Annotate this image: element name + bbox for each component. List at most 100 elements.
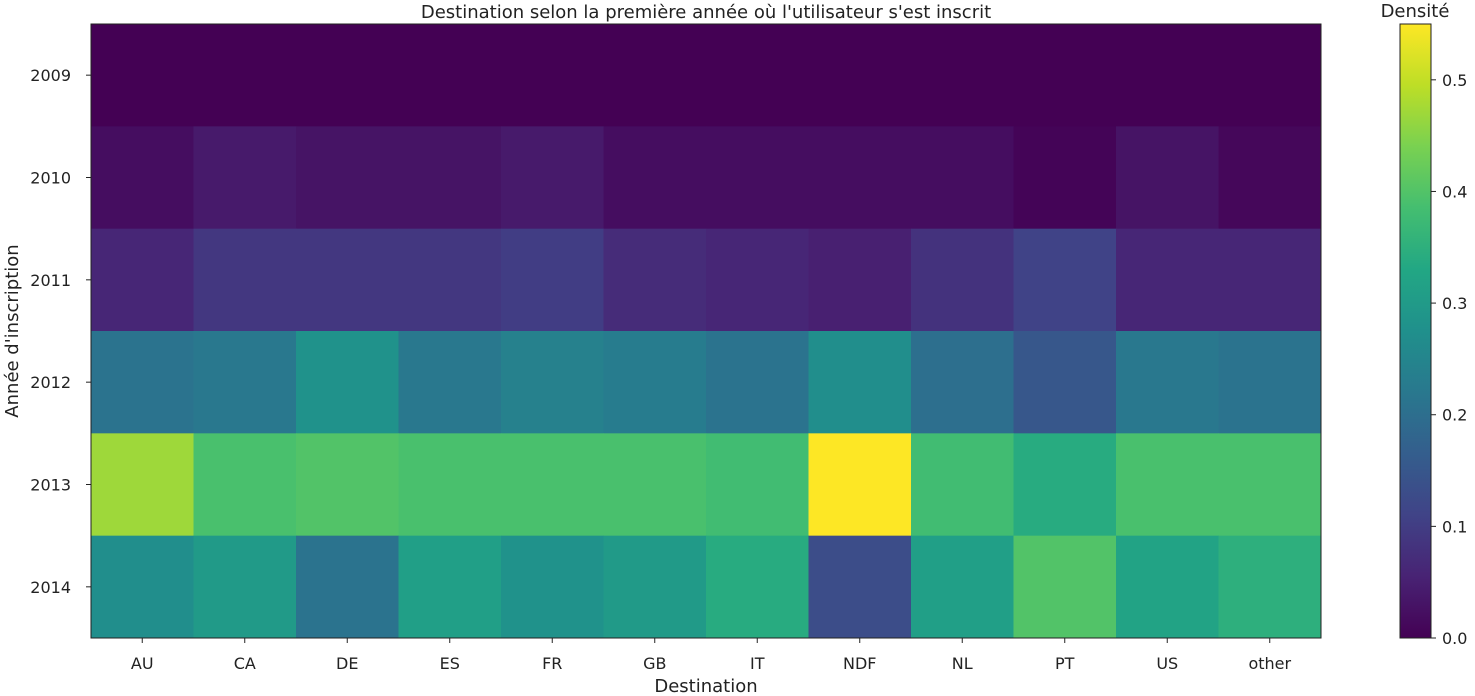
heatmap-cells xyxy=(91,24,1322,639)
heatmap-cell xyxy=(706,24,809,127)
heatmap-cell xyxy=(911,331,1014,434)
heatmap-cell xyxy=(1218,126,1322,230)
heatmap-cell xyxy=(91,331,194,434)
heatmap-cell xyxy=(296,126,399,230)
x-tick-label: US xyxy=(1156,654,1178,673)
heatmap-cell xyxy=(501,126,604,230)
colorbar-tick-label: 0.1 xyxy=(1442,517,1467,536)
heatmap-cell xyxy=(1013,24,1117,127)
heatmap-cell xyxy=(91,228,194,332)
heatmap-cell xyxy=(296,24,399,127)
heatmap-cell xyxy=(1013,126,1117,230)
heatmap-cell xyxy=(911,433,1014,537)
heatmap-cell xyxy=(91,433,194,537)
heatmap-cell xyxy=(808,535,912,639)
plot-frame xyxy=(90,23,1322,639)
heatmap-cell xyxy=(398,433,502,537)
y-tick-label: 2013 xyxy=(30,476,71,495)
heatmap-cell xyxy=(603,228,707,332)
colorbar-label: Densité xyxy=(1381,1,1450,22)
colorbar-tick-label: 0.5 xyxy=(1442,71,1467,90)
x-tick-label: ES xyxy=(440,654,460,673)
x-tick-label: NDF xyxy=(843,654,877,673)
x-tick-label: CA xyxy=(234,654,256,673)
heatmap-cell xyxy=(603,535,707,639)
heatmap-cell xyxy=(1013,228,1117,332)
heatmap-cell xyxy=(706,331,809,434)
x-tick-label: FR xyxy=(542,654,562,673)
heatmap-cell xyxy=(296,535,399,639)
heatmap-cell xyxy=(91,24,194,127)
chart-title: Destination selon la première année où l… xyxy=(421,2,991,23)
heatmap-cell xyxy=(911,228,1014,332)
x-tick-label: NL xyxy=(952,654,973,673)
heatmap-cell xyxy=(501,535,604,639)
heatmap-cell xyxy=(1116,24,1219,127)
x-tick-label: AU xyxy=(131,654,154,673)
heatmap-cell xyxy=(1218,433,1322,537)
heatmap-cell xyxy=(706,535,809,639)
colorbar-tick-label: 0.3 xyxy=(1442,294,1467,313)
colorbar-tick-label: 0.4 xyxy=(1442,182,1467,201)
x-tick-label: other xyxy=(1248,654,1291,673)
heatmap-cell xyxy=(193,126,297,230)
y-tick-label: 2011 xyxy=(30,271,71,290)
heatmap-cell xyxy=(1116,228,1219,332)
heatmap-cell xyxy=(808,433,912,537)
heatmap-cell xyxy=(1013,535,1117,639)
y-axis-ticks: 2009 2010 2011 2012 2013 2014 xyxy=(30,66,91,597)
heatmap-cell xyxy=(706,126,809,230)
heatmap-cell xyxy=(501,331,604,434)
heatmap-cell xyxy=(911,24,1014,127)
heatmap-cell xyxy=(911,126,1014,230)
heatmap-cell xyxy=(1116,331,1219,434)
heatmap-cell xyxy=(398,535,502,639)
heatmap-cell xyxy=(1013,433,1117,537)
colorbar-tick-label: 0.2 xyxy=(1442,406,1467,425)
heatmap-cell xyxy=(193,331,297,434)
heatmap-cell xyxy=(808,126,912,230)
x-tick-label: DE xyxy=(336,654,358,673)
heatmap-cell xyxy=(808,331,912,434)
heatmap-cell xyxy=(296,228,399,332)
x-axis-label: Destination xyxy=(654,676,757,696)
heatmap-cell xyxy=(398,126,502,230)
heatmap-cell xyxy=(1218,535,1322,639)
heatmap-cell xyxy=(1218,228,1322,332)
heatmap-cell xyxy=(1218,331,1322,434)
x-tick-label: GB xyxy=(643,654,666,673)
heatmap-cell xyxy=(603,24,707,127)
heatmap-cell xyxy=(1218,24,1322,127)
heatmap-cell xyxy=(398,24,502,127)
heatmap-cell xyxy=(808,228,912,332)
heatmap-cell xyxy=(603,126,707,230)
heatmap-cell xyxy=(603,331,707,434)
heatmap-cell xyxy=(808,24,912,127)
heatmap-cell xyxy=(91,535,194,639)
heatmap-cell xyxy=(501,24,604,127)
heatmap-cell xyxy=(1013,331,1117,434)
x-tick-label: PT xyxy=(1055,654,1075,673)
heatmap-cell xyxy=(193,535,297,639)
heatmap-cell xyxy=(501,433,604,537)
heatmap-cell xyxy=(603,433,707,537)
heatmap-cell xyxy=(398,331,502,434)
heatmap-cell xyxy=(911,535,1014,639)
heatmap-cell xyxy=(296,433,399,537)
heatmap-cell xyxy=(193,433,297,537)
heatmap-cell xyxy=(398,228,502,332)
heatmap-cell xyxy=(1116,433,1219,537)
x-axis-ticks: AU CA DE ES FR GB IT NDF NL PT US other xyxy=(131,638,1291,673)
y-tick-label: 2014 xyxy=(30,578,71,597)
heatmap-cell xyxy=(1116,126,1219,230)
heatmap-cell xyxy=(193,24,297,127)
y-tick-label: 2012 xyxy=(30,373,71,392)
colorbar-ticks: 0.0 0.1 0.2 0.3 0.4 0.5 xyxy=(1431,71,1467,648)
heatmap-cell xyxy=(706,433,809,537)
y-tick-label: 2009 xyxy=(30,66,71,85)
heatmap-cell xyxy=(706,228,809,332)
heatmap-cell xyxy=(1116,535,1219,639)
x-tick-label: IT xyxy=(750,654,765,673)
heatmap-cell xyxy=(91,126,194,230)
